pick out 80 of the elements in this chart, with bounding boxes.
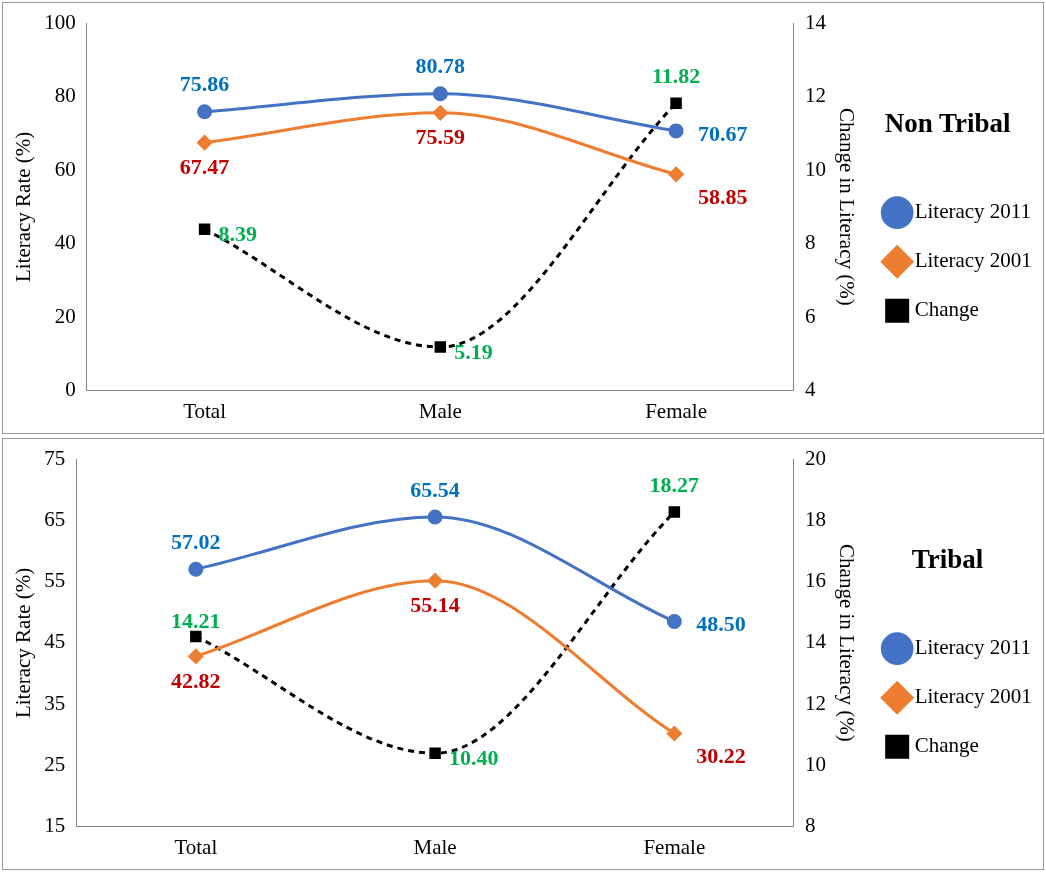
y2-tick-label: 20 <box>804 445 826 470</box>
legend-label: Change <box>914 733 979 758</box>
point <box>197 135 213 151</box>
data-label: 75.86 <box>179 71 230 97</box>
data-label: 30.22 <box>696 743 746 769</box>
y2-tick-label: 12 <box>804 690 826 715</box>
y-tick-label: 35 <box>44 690 66 715</box>
point <box>190 630 202 643</box>
point <box>434 341 447 353</box>
data-label: 65.54 <box>410 476 460 502</box>
point <box>198 223 211 236</box>
data-label: 10.40 <box>449 744 499 770</box>
legend-title: Tribal <box>911 544 984 575</box>
data-label: 14.21 <box>171 608 221 634</box>
y-tick-label: 75 <box>44 445 66 470</box>
legend-title: Non Tribal <box>884 108 1011 139</box>
point <box>670 97 682 109</box>
y-tick-label: 55 <box>44 568 66 593</box>
data-label: 58.85 <box>698 184 748 210</box>
y-tick-label: 65 <box>44 506 66 531</box>
data-label: 70.67 <box>698 120 748 146</box>
point <box>432 86 448 102</box>
data-label: 5.19 <box>454 338 493 364</box>
y2-axis-title: Change in Literacy (%) <box>835 544 860 742</box>
data-label: 80.78 <box>415 53 466 79</box>
point <box>188 561 204 577</box>
point <box>427 509 443 525</box>
y-tick-label: 40 <box>54 230 76 255</box>
y-tick-label: 20 <box>54 303 76 328</box>
y2-tick-label: 18 <box>804 506 826 531</box>
data-label: 8.39 <box>218 221 258 247</box>
x-tick-label: Total <box>183 398 227 423</box>
y-tick-label: 80 <box>54 83 76 108</box>
data-label: 48.50 <box>696 611 746 637</box>
point <box>666 726 682 741</box>
y2-tick-label: 8 <box>804 230 816 255</box>
point <box>432 105 448 121</box>
legend-label: Literacy 2011 <box>914 199 1032 224</box>
y2-tick-label: 4 <box>804 377 816 402</box>
y2-tick-label: 10 <box>804 156 826 181</box>
data-label: 75.59 <box>415 124 466 150</box>
legend-label: Literacy 2001 <box>914 248 1032 273</box>
y-axis-title: Literacy Rate (%) <box>11 131 36 283</box>
y2-tick-label: 16 <box>804 568 826 593</box>
data-label: 18.27 <box>649 471 700 497</box>
x-tick-label: Female <box>645 398 707 423</box>
y2-tick-label: 12 <box>804 83 826 108</box>
point <box>668 506 681 518</box>
legend-label: Change <box>914 297 979 322</box>
y2-axis-title: Change in Literacy (%) <box>835 108 860 306</box>
point <box>429 747 441 759</box>
point <box>188 648 204 664</box>
y2-tick-label: 14 <box>804 629 827 654</box>
legend-label: Literacy 2011 <box>914 635 1032 660</box>
x-tick-label: Total <box>174 834 218 859</box>
data-label: 42.82 <box>171 667 221 693</box>
point <box>427 573 443 589</box>
x-tick-label: Male <box>413 834 457 859</box>
x-tick-label: Male <box>418 398 462 423</box>
legend-label: Literacy 2001 <box>914 684 1032 709</box>
y2-tick-label: 6 <box>804 303 816 328</box>
point <box>668 123 684 139</box>
y2-tick-label: 8 <box>804 813 816 838</box>
y-tick-label: 45 <box>44 629 66 654</box>
data-label: 55.14 <box>410 592 460 618</box>
point <box>666 613 682 629</box>
y-tick-label: 100 <box>44 9 76 34</box>
y2-tick-label: 10 <box>804 752 826 777</box>
y-tick-label: 25 <box>44 752 66 777</box>
y-axis-title: Literacy Rate (%) <box>11 567 36 719</box>
y-tick-label: 0 <box>65 377 76 402</box>
point <box>197 104 213 120</box>
data-label: 67.47 <box>179 154 230 180</box>
y-tick-label: 15 <box>44 813 66 838</box>
y2-tick-label: 14 <box>804 9 827 34</box>
data-label: 11.82 <box>651 62 701 88</box>
data-label: 57.02 <box>171 528 221 554</box>
y-tick-label: 60 <box>54 156 76 181</box>
x-tick-label: Female <box>643 834 706 859</box>
point <box>668 166 684 182</box>
